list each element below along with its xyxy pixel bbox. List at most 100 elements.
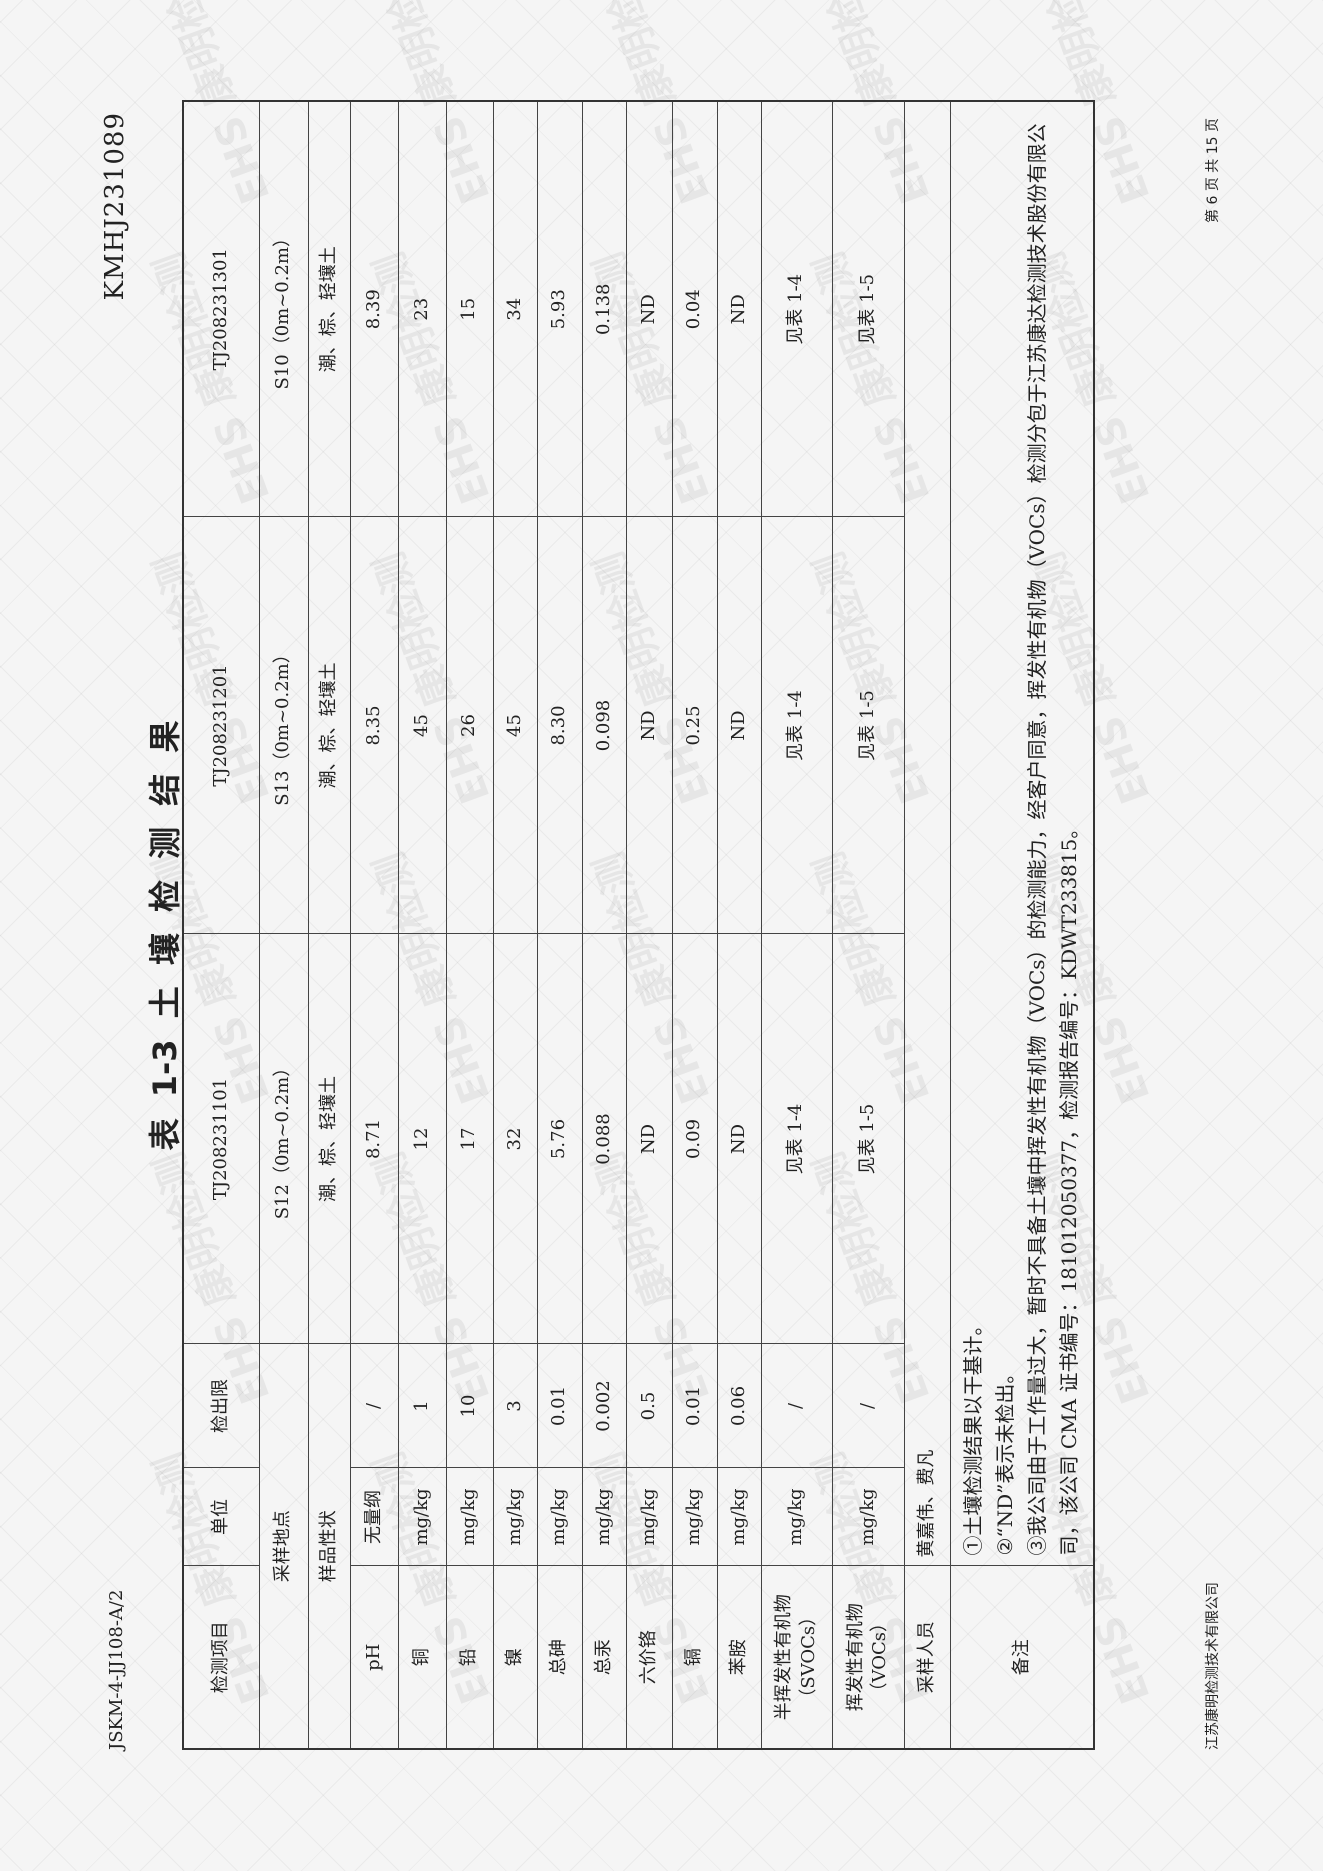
result-value: 23 bbox=[398, 101, 446, 517]
item-name: 总砷 bbox=[537, 1566, 582, 1749]
sample-property: 潮、棕、轻壤土 bbox=[308, 101, 350, 517]
document-code: JSKM-4-JJ108-A/2 bbox=[106, 1589, 127, 1750]
unit: mg/kg bbox=[582, 1468, 626, 1566]
result-value: ND bbox=[626, 517, 672, 934]
result-value: ND bbox=[626, 934, 672, 1344]
result-value: ND bbox=[626, 101, 672, 517]
table-row: 苯胺 mg/kg 0.06 ND ND ND bbox=[717, 101, 761, 1749]
unit: mg/kg bbox=[537, 1468, 582, 1566]
table-row: 半挥发性有机物（SVOCs） mg/kg / 见表 1-4 见表 1-4 见表 1-4 bbox=[761, 101, 832, 1749]
sample-property: 潮、棕、轻壤土 bbox=[308, 934, 350, 1344]
result-value: 见表 1-4 bbox=[761, 517, 832, 934]
unit: mg/kg bbox=[398, 1468, 446, 1566]
item-name: 铜 bbox=[398, 1566, 446, 1749]
sample-location: S10（0m~0.2m） bbox=[259, 101, 308, 517]
property-row: 样品性状 潮、棕、轻壤土 潮、棕、轻壤土 潮、棕、轻壤土 bbox=[308, 101, 350, 1749]
result-value: 5.93 bbox=[537, 101, 582, 517]
unit: mg/kg bbox=[493, 1468, 537, 1566]
table-row: pH 无量纲/8.71 8.35 8.39 bbox=[350, 101, 398, 1749]
result-value: 8.71 bbox=[350, 934, 398, 1344]
sample-property: 潮、棕、轻壤土 bbox=[308, 517, 350, 934]
page-number: 第 6 页 共 15 页 bbox=[1205, 118, 1221, 223]
result-value: 8.35 bbox=[350, 517, 398, 934]
unit: mg/kg bbox=[672, 1468, 717, 1566]
sampler-value: 黄嘉伟、费凡 bbox=[904, 101, 950, 1566]
unit: mg/kg bbox=[717, 1468, 761, 1566]
result-value: ND bbox=[717, 934, 761, 1344]
result-value: 0.25 bbox=[672, 517, 717, 934]
result-value: 34 bbox=[493, 101, 537, 517]
item-name: 铅 bbox=[446, 1566, 493, 1749]
detection-limit: 1 bbox=[398, 1344, 446, 1468]
result-value: 见表 1-4 bbox=[761, 934, 832, 1344]
table-row: 铜 mg/kg 1 12 45 23 bbox=[398, 101, 446, 1749]
result-value: 45 bbox=[398, 517, 446, 934]
unit: mg/kg bbox=[761, 1468, 832, 1566]
table-row: 铅 mg/kg 10 17 26 15 bbox=[446, 101, 493, 1749]
header-unit: 单位 bbox=[183, 1468, 259, 1566]
table-row: 挥发性有机物（VOCs） mg/kg / 见表 1-5 见表 1-5 见表 1-5 bbox=[832, 101, 904, 1749]
result-value: 32 bbox=[493, 934, 537, 1344]
remarks-label: 备注 bbox=[950, 1566, 1094, 1749]
sample-location: S12（0m~0.2m） bbox=[259, 934, 308, 1344]
header-item: 检测项目 bbox=[183, 1566, 259, 1749]
result-value: 0.04 bbox=[672, 101, 717, 517]
detection-limit: 0.01 bbox=[537, 1344, 582, 1468]
table-row: 镍 mg/kg 3 32 45 34 bbox=[493, 101, 537, 1749]
sample-id: TJ208231101 bbox=[183, 934, 259, 1344]
footer-company: 江苏康明检测技术有限公司 bbox=[1205, 1582, 1221, 1750]
table-row: 总汞 mg/kg 0.002 0.088 0.098 0.138 bbox=[582, 101, 626, 1749]
result-value: 5.76 bbox=[537, 934, 582, 1344]
sampler-row: 采样人员 黄嘉伟、费凡 bbox=[904, 101, 950, 1749]
unit: 无量纲 bbox=[350, 1468, 398, 1566]
detection-limit: 0.01 bbox=[672, 1344, 717, 1468]
result-value: 12 bbox=[398, 934, 446, 1344]
detection-limit: / bbox=[350, 1344, 398, 1468]
table-row: 六价铬 mg/kg 0.5 ND ND ND bbox=[626, 101, 672, 1749]
property-label: 样品性状 bbox=[308, 1344, 350, 1749]
item-name: 半挥发性有机物（SVOCs） bbox=[761, 1566, 832, 1749]
result-value: ND bbox=[717, 517, 761, 934]
remarks-row: 备注 ①土壤检测结果以干基计。 ②“ND”表示未检出。 ③我公司由于工作量过大，暂时不… bbox=[950, 101, 1094, 1749]
result-value: ND bbox=[717, 101, 761, 517]
detection-limit: 0.002 bbox=[582, 1344, 626, 1468]
header-row: 检测项目 单位 检出限 TJ208231101 TJ208231201 TJ20… bbox=[183, 101, 259, 1749]
table-title: 表 1-3 土 壤 检 测 结 果 bbox=[146, 720, 184, 1151]
item-name: 镍 bbox=[493, 1566, 537, 1749]
item-name: pH bbox=[350, 1566, 398, 1749]
unit: mg/kg bbox=[832, 1468, 904, 1566]
result-value: 见表 1-5 bbox=[832, 934, 904, 1344]
unit: mg/kg bbox=[626, 1468, 672, 1566]
detection-limit: 0.06 bbox=[717, 1344, 761, 1468]
result-value: 8.30 bbox=[537, 517, 582, 934]
remarks-content: ①土壤检测结果以干基计。 ②“ND”表示未检出。 ③我公司由于工作量过大，暂时不具备… bbox=[950, 101, 1094, 1566]
result-value: 0.098 bbox=[582, 517, 626, 934]
result-value: 15 bbox=[446, 101, 493, 517]
soil-results-table: 检测项目 单位 检出限 TJ208231101 TJ208231201 TJ20… bbox=[182, 100, 1095, 1750]
detection-limit: 3 bbox=[493, 1344, 537, 1468]
location-label: 采样地点 bbox=[259, 1344, 308, 1749]
remark-item: ①土壤检测结果以干基计。 bbox=[960, 1315, 985, 1556]
result-value: 17 bbox=[446, 934, 493, 1344]
result-value: 0.088 bbox=[582, 934, 626, 1344]
result-value: 45 bbox=[493, 517, 537, 934]
result-value: 8.39 bbox=[350, 101, 398, 517]
unit: mg/kg bbox=[446, 1468, 493, 1566]
table-row: 总砷 mg/kg 0.01 5.76 8.30 5.93 bbox=[537, 101, 582, 1749]
result-value: 见表 1-5 bbox=[832, 517, 904, 934]
result-value: 见表 1-4 bbox=[761, 101, 832, 517]
result-value: 0.09 bbox=[672, 934, 717, 1344]
header-limit: 检出限 bbox=[183, 1344, 259, 1468]
sampler-label: 采样人员 bbox=[904, 1566, 950, 1749]
detection-limit: 0.5 bbox=[626, 1344, 672, 1468]
report-number: KMHJ231089 bbox=[100, 112, 130, 301]
remark-item: ③我公司由于工作量过大，暂时不具备土壤中挥发性有机物（VOCs）的检测能力，经客… bbox=[1024, 123, 1081, 1556]
item-name: 六价铬 bbox=[626, 1566, 672, 1749]
detection-limit: 10 bbox=[446, 1344, 493, 1468]
item-name: 总汞 bbox=[582, 1566, 626, 1749]
detection-limit: / bbox=[761, 1344, 832, 1468]
result-value: 0.138 bbox=[582, 101, 626, 517]
sample-id: TJ208231301 bbox=[183, 101, 259, 517]
sample-id: TJ208231201 bbox=[183, 517, 259, 934]
